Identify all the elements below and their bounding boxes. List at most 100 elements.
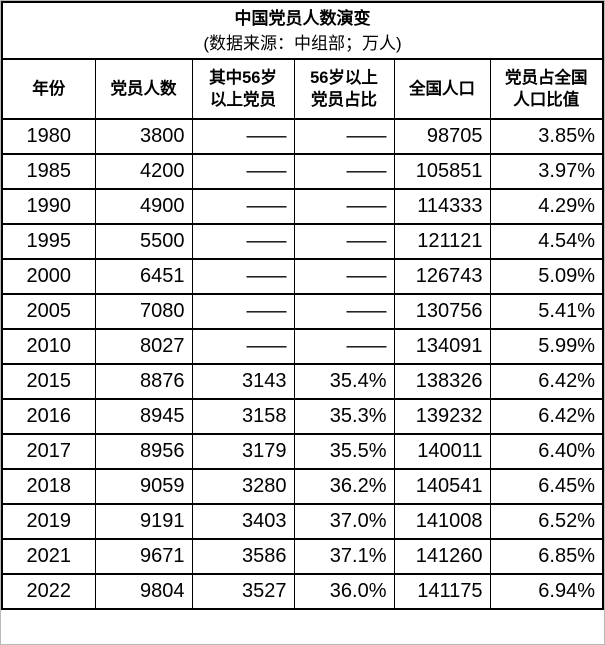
cell-r9-c1: 2016 (1, 398, 96, 435)
cell-r3-c6: 4.29% (489, 188, 604, 225)
cell-r14-c5: 141175 (393, 573, 491, 610)
cell-r5-c3: —— (191, 258, 295, 295)
cell-r3-c1: 1990 (1, 188, 96, 225)
cell-r11-c4: 36.2% (293, 468, 395, 505)
party-membership-table: 年份 党员人数 其中56岁 以上党员 56岁以上 党员占比 全国人口 党员占全国 人口比值 19… (1, 58, 604, 610)
cell-r7-c4: —— (293, 328, 395, 365)
column-header-line: 党员占比 (311, 91, 377, 109)
cell-r4-c3: —— (191, 223, 295, 260)
cell-r13-c1: 2021 (1, 538, 96, 575)
cell-r5-c4: —— (293, 258, 395, 295)
cell-r8-c5: 138326 (393, 363, 491, 400)
cell-r1-c5: 98705 (393, 118, 491, 155)
table-row: 2005 7080 —— —— 130756 5.41% (1, 293, 604, 330)
table-row: 1985 4200 —— —— 105851 3.97% (1, 153, 604, 190)
cell-r7-c3: —— (191, 328, 295, 365)
table-row: 1995 5500 —— —— 121121 4.54% (1, 223, 604, 260)
column-header-4: 56岁以上党员占比 (293, 58, 395, 120)
column-header-line: 其中56岁 (209, 69, 277, 87)
cell-r12-c6: 6.52% (489, 503, 604, 540)
cell-r4-c1: 1995 (1, 223, 96, 260)
cell-r5-c1: 2000 (1, 258, 96, 295)
column-header-3: 其中56岁以上党员 (191, 58, 295, 120)
cell-r14-c2: 9804 (94, 573, 193, 610)
table-row: 2000 6451 —— —— 126743 5.09% (1, 258, 604, 295)
table-row: 2017 8956 3179 35.5% 140011 6.40% (1, 433, 604, 470)
cell-r1-c2: 3800 (94, 118, 193, 155)
cell-r6-c6: 5.41% (489, 293, 604, 330)
cell-r12-c4: 37.0% (293, 503, 395, 540)
table-row: 1980 3800 —— —— 98705 3.85% (1, 118, 604, 155)
cell-r10-c5: 140011 (393, 433, 491, 470)
cell-r13-c6: 6.85% (489, 538, 604, 575)
cell-r6-c1: 2005 (1, 293, 96, 330)
cell-r6-c2: 7080 (94, 293, 193, 330)
table-row: 2019 9191 3403 37.0% 141008 6.52% (1, 503, 604, 540)
column-header-line: 56岁以上 (310, 69, 378, 87)
cell-r3-c2: 4900 (94, 188, 193, 225)
table-row: 2021 9671 3586 37.1% 141260 6.85% (1, 538, 604, 575)
table-row: 2015 8876 3143 35.4% 138326 6.42% (1, 363, 604, 400)
cell-r10-c2: 8956 (94, 433, 193, 470)
cell-r2-c1: 1985 (1, 153, 96, 190)
cell-r10-c4: 35.5% (293, 433, 395, 470)
cell-r1-c6: 3.85% (489, 118, 604, 155)
cell-r14-c1: 2022 (1, 573, 96, 610)
table-source-note: (数据来源：中组部；万人) (1, 31, 604, 58)
table-row: 2018 9059 3280 36.2% 140541 6.45% (1, 468, 604, 505)
table-title: 中国党员人数演变 (1, 1, 604, 31)
cell-r5-c5: 126743 (393, 258, 491, 295)
cell-r13-c2: 9671 (94, 538, 193, 575)
cell-r13-c3: 3586 (191, 538, 295, 575)
cell-r9-c2: 8945 (94, 398, 193, 435)
cell-r8-c2: 8876 (94, 363, 193, 400)
cell-r6-c3: —— (191, 293, 295, 330)
cell-r4-c5: 121121 (393, 223, 491, 260)
cell-r6-c5: 130756 (393, 293, 491, 330)
cell-r6-c4: —— (293, 293, 395, 330)
cell-r11-c3: 3280 (191, 468, 295, 505)
column-header-line: 全国人口 (409, 80, 475, 98)
cell-r7-c6: 5.99% (489, 328, 604, 365)
table-row: 2022 9804 3527 36.0% 141175 6.94% (1, 573, 604, 610)
cell-r9-c6: 6.42% (489, 398, 604, 435)
cell-r10-c1: 2017 (1, 433, 96, 470)
cell-r3-c5: 114333 (393, 188, 491, 225)
cell-r8-c1: 2015 (1, 363, 96, 400)
column-header-1: 年份 (1, 58, 96, 120)
cell-r7-c5: 134091 (393, 328, 491, 365)
cell-r12-c1: 2019 (1, 503, 96, 540)
cell-r5-c2: 6451 (94, 258, 193, 295)
cell-r10-c3: 3179 (191, 433, 295, 470)
cell-r4-c6: 4.54% (489, 223, 604, 260)
column-header-line: 党员占全国 (505, 69, 588, 87)
column-header-line: 党员人数 (110, 80, 177, 98)
cell-r11-c6: 6.45% (489, 468, 604, 505)
cell-r7-c2: 8027 (94, 328, 193, 365)
table-row: 2010 8027 —— —— 134091 5.99% (1, 328, 604, 365)
cell-r11-c5: 140541 (393, 468, 491, 505)
cell-r2-c3: —— (191, 153, 295, 190)
cell-r1-c4: —— (293, 118, 395, 155)
cell-r14-c3: 3527 (191, 573, 295, 610)
data-table-card: 中国党员人数演变 (数据来源：中组部；万人) 年份 党员人数 其中56岁 以上党员 56… (1, 1, 604, 610)
cell-r7-c1: 2010 (1, 328, 96, 365)
cell-r14-c4: 36.0% (293, 573, 395, 610)
cell-r2-c6: 3.97% (489, 153, 604, 190)
column-header-2: 党员人数 (94, 58, 193, 120)
cell-r1-c1: 1980 (1, 118, 96, 155)
cell-r3-c3: —— (191, 188, 295, 225)
cell-r5-c6: 5.09% (489, 258, 604, 295)
cell-r8-c4: 35.4% (293, 363, 395, 400)
cell-r12-c3: 3403 (191, 503, 295, 540)
cell-r8-c3: 3143 (191, 363, 295, 400)
table-row: 2016 8945 3158 35.3% 139232 6.42% (1, 398, 604, 435)
cell-r9-c5: 139232 (393, 398, 491, 435)
cell-r13-c4: 37.1% (293, 538, 395, 575)
table-row: 1990 4900 —— —— 114333 4.29% (1, 188, 604, 225)
cell-r9-c3: 3158 (191, 398, 295, 435)
column-header-line: 人口比值 (513, 91, 580, 109)
column-header-line: 以上党员 (210, 91, 276, 109)
cell-r12-c2: 9191 (94, 503, 193, 540)
cell-r11-c1: 2018 (1, 468, 96, 505)
